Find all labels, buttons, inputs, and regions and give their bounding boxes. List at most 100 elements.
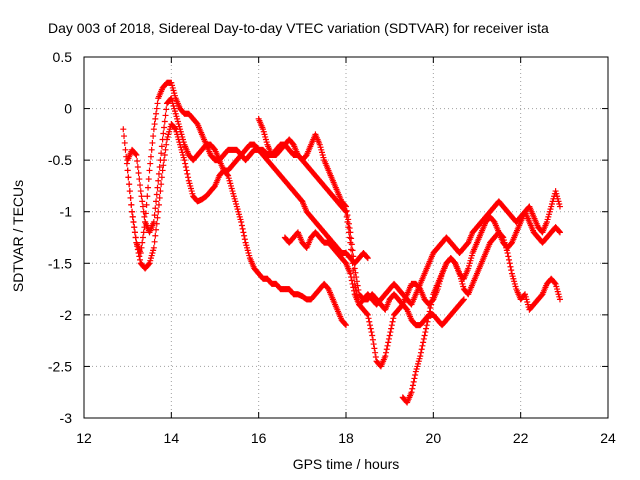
data-point (411, 375, 418, 382)
data-point (131, 224, 138, 231)
data-point (155, 177, 162, 184)
data-point (425, 311, 432, 318)
data-point (139, 239, 146, 246)
data-point (138, 244, 145, 251)
chart-title: Day 003 of 2018, Sidereal Day-to-day VTE… (48, 20, 549, 36)
data-point (346, 234, 353, 241)
data-point (372, 349, 379, 356)
data-point (145, 176, 152, 183)
data-point (417, 353, 424, 360)
data-point (422, 329, 429, 336)
data-point (158, 174, 165, 181)
data-point (147, 153, 154, 160)
data-point (156, 194, 163, 201)
data-point (125, 174, 132, 181)
data-point (353, 274, 360, 281)
data-point (132, 151, 139, 158)
data-point (367, 325, 374, 332)
data-point (142, 219, 149, 226)
data-point (121, 139, 128, 146)
data-point (347, 229, 354, 236)
data-point (159, 136, 166, 143)
data-point (151, 121, 158, 128)
data-point (152, 205, 159, 212)
data-point (140, 229, 147, 236)
data-point (159, 167, 166, 174)
data-point (343, 322, 349, 329)
data-point (152, 232, 159, 239)
data-point (383, 346, 390, 353)
data-point (460, 297, 467, 304)
data-point (388, 325, 395, 332)
x-tick-label: 16 (251, 430, 267, 446)
data-point (409, 382, 416, 389)
data-point (408, 389, 415, 396)
data-point (147, 160, 154, 167)
data-point (355, 286, 362, 293)
data-point (142, 210, 149, 217)
data-point (145, 184, 152, 191)
data-point (150, 126, 157, 133)
data-point (342, 321, 349, 328)
data-point (153, 226, 160, 233)
data-point (241, 232, 248, 239)
data-point (372, 353, 379, 360)
data-point (155, 170, 162, 177)
data-point (155, 201, 162, 208)
data-point (344, 212, 351, 219)
data-point (153, 110, 160, 117)
data-point (137, 256, 144, 263)
data-point (138, 193, 145, 200)
series-track-5 (281, 198, 563, 308)
data-point (154, 100, 161, 107)
data-point (412, 372, 419, 379)
data-point (556, 296, 563, 303)
data-point (141, 213, 148, 220)
data-point (155, 208, 162, 215)
axis-ticks: 12 14 16 18 20 22 24 -3 -2.5 -2 -1.5 -1 -0.5 0 0.5 (48, 49, 616, 446)
x-tick-label: 12 (76, 430, 92, 446)
data-point (144, 193, 151, 200)
data-point (367, 322, 374, 329)
data-point (157, 188, 164, 195)
data-point (505, 253, 512, 260)
y-tick-label: 0 (64, 101, 72, 117)
data-point (151, 238, 158, 245)
data-point (156, 164, 163, 171)
data-point (371, 345, 378, 352)
data-point (134, 164, 141, 171)
series-track-4 (255, 115, 563, 313)
data-point (423, 325, 430, 332)
data-point (182, 160, 189, 167)
data-point (182, 164, 189, 171)
data-point (421, 332, 428, 339)
data-point (424, 318, 431, 325)
grid-lines (84, 57, 608, 418)
x-tick-label: 14 (164, 430, 180, 446)
data-point (148, 146, 155, 153)
data-point (135, 170, 142, 177)
data-point (162, 146, 169, 153)
data-point (508, 267, 515, 274)
y-tick-label: 0.5 (53, 49, 73, 65)
data-point (163, 141, 170, 148)
data-point (238, 219, 245, 226)
data-point (506, 260, 513, 267)
data-point (151, 212, 158, 219)
data-point (346, 225, 353, 232)
data-point (158, 150, 165, 157)
data-marks (120, 79, 563, 406)
data-point (364, 311, 371, 318)
data-point (146, 167, 153, 174)
y-tick-label: -2.5 (48, 358, 72, 374)
data-point (428, 301, 435, 308)
data-point (348, 235, 355, 242)
data-point (365, 315, 372, 322)
data-point (423, 322, 430, 329)
data-point (354, 282, 361, 289)
y-tick-label: -1 (60, 204, 73, 220)
data-point (157, 157, 164, 164)
data-point (183, 167, 190, 174)
data-point (556, 203, 563, 210)
data-point (348, 277, 355, 284)
